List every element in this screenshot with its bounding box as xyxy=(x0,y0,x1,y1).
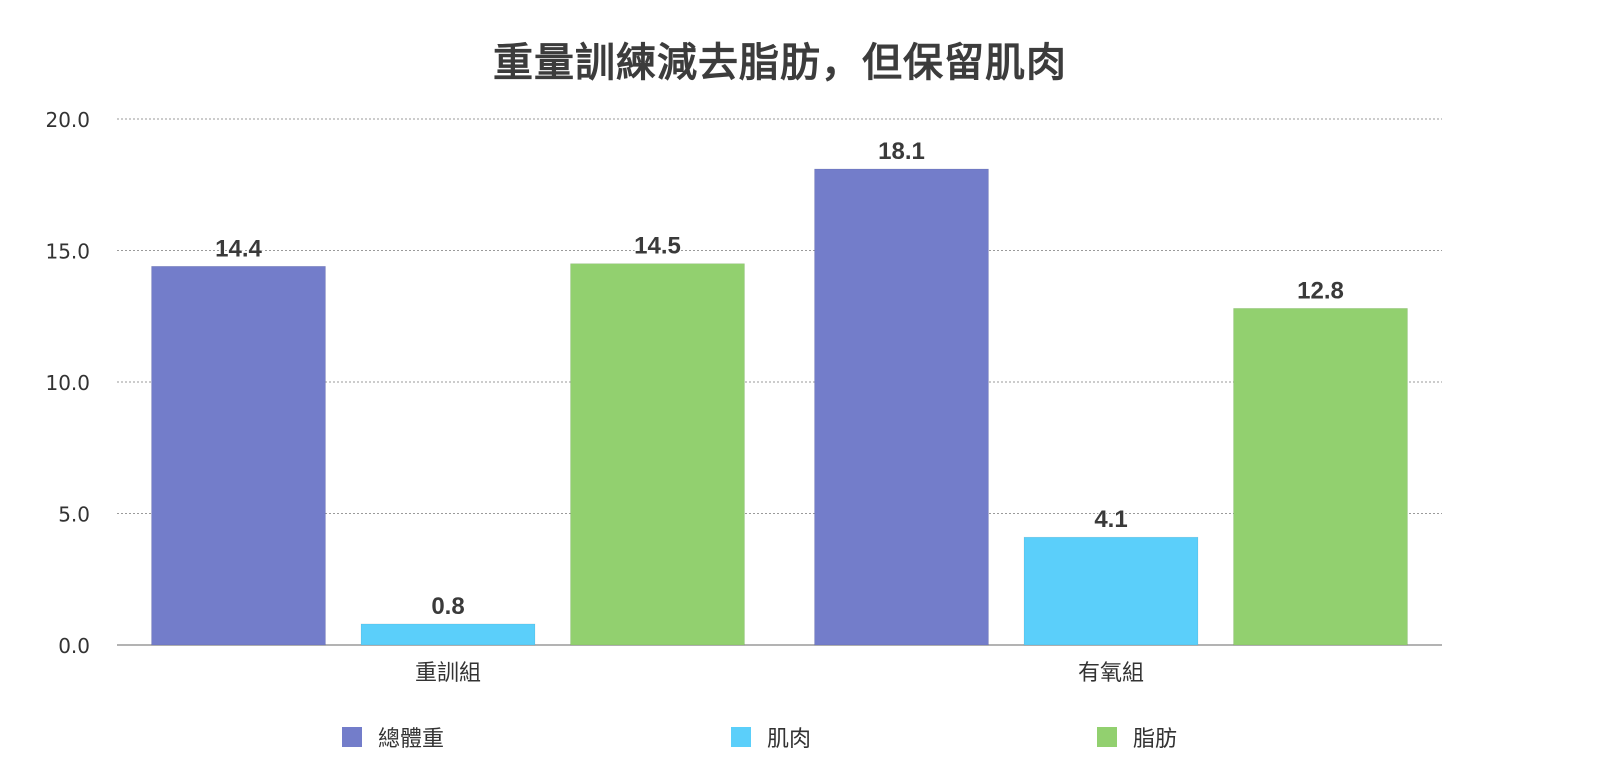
legend-label-fat: 脂肪 xyxy=(1133,727,1178,752)
y-tick-label: 10.0 xyxy=(45,371,90,395)
data-label: 14.5 xyxy=(634,233,681,260)
data-label: 0.8 xyxy=(431,593,464,620)
legend-swatch-muscle xyxy=(731,727,751,747)
legend-item-fat: 脂肪 xyxy=(1097,722,1177,752)
bar-fat-0 xyxy=(570,263,745,646)
bar-fat-1 xyxy=(1233,308,1408,646)
x-category-label: 重訓組 xyxy=(415,661,481,686)
chart-legend: 總體重 肌肉 脂肪 xyxy=(0,722,1600,752)
data-label: 14.4 xyxy=(215,235,262,262)
y-tick-label: 15.0 xyxy=(45,240,90,264)
chart-title: 重量訓練減去脂肪，但保留肌肉 xyxy=(493,40,1067,86)
legend-swatch-fat xyxy=(1097,727,1117,747)
data-label: 12.8 xyxy=(1297,277,1344,304)
y-tick-label: 20.0 xyxy=(45,108,90,132)
legend-item-muscle: 肌肉 xyxy=(731,722,811,752)
legend-swatch-total-weight xyxy=(342,727,362,747)
x-category-label: 有氧組 xyxy=(1078,661,1144,686)
bar-total-weight-0 xyxy=(151,266,326,646)
bar-muscle-0 xyxy=(360,623,536,646)
data-label: 18.1 xyxy=(878,138,925,165)
y-tick-label: 0.0 xyxy=(58,634,90,658)
legend-label-total-weight: 總體重 xyxy=(378,727,445,752)
data-label: 4.1 xyxy=(1094,506,1127,533)
bar-total-weight-1 xyxy=(814,168,989,646)
legend-label-muscle: 肌肉 xyxy=(767,727,812,752)
y-tick-label: 5.0 xyxy=(58,503,90,527)
legend-item-total-weight: 總體重 xyxy=(342,722,444,752)
bar-muscle-1 xyxy=(1023,536,1199,646)
